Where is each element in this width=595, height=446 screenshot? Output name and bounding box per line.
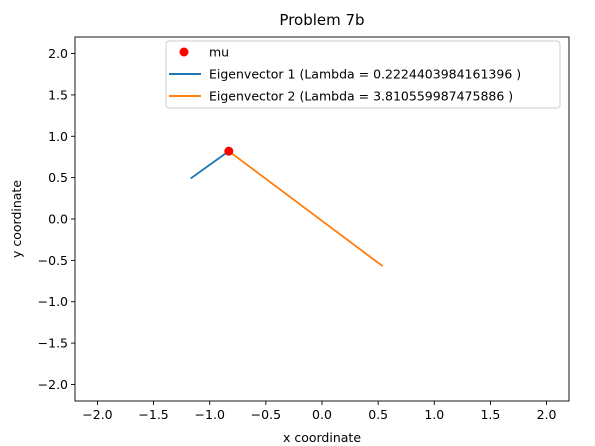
y-tick-label: −0.5 bbox=[38, 253, 68, 268]
eigenvector-1-line bbox=[190, 150, 230, 180]
series-layer bbox=[190, 150, 384, 267]
x-tick-label: −2.0 bbox=[82, 407, 112, 422]
y-tick-label: 1.0 bbox=[48, 129, 68, 144]
mu-point bbox=[224, 146, 234, 156]
mu-layer bbox=[224, 146, 234, 156]
y-tick-label: 0.0 bbox=[48, 212, 68, 227]
x-tick-label: −1.5 bbox=[138, 407, 168, 422]
x-tick-label: −0.5 bbox=[251, 407, 281, 422]
y-axis-label: y coordinate bbox=[9, 180, 24, 258]
x-tick-label: −1.0 bbox=[195, 407, 225, 422]
legend-label-mu: mu bbox=[209, 45, 229, 60]
eigenvector-2-line bbox=[228, 150, 384, 267]
x-tick-label: 1.0 bbox=[424, 407, 444, 422]
x-tick-label: 1.5 bbox=[480, 407, 500, 422]
y-tick-label: −1.0 bbox=[38, 294, 68, 309]
y-tick-label: 0.5 bbox=[48, 170, 68, 185]
legend-box bbox=[165, 40, 561, 109]
y-tick-label: 1.5 bbox=[48, 87, 68, 102]
chart-title: Problem 7b bbox=[279, 11, 364, 29]
x-tick-label: 0.5 bbox=[368, 407, 388, 422]
y-tick-label: 2.0 bbox=[48, 46, 68, 61]
x-axis-label: x coordinate bbox=[283, 430, 361, 445]
legend-label-eigenvector-2: Eigenvector 2 (Lambda = 3.81055998747588… bbox=[209, 89, 513, 104]
legend-label-eigenvector-1: Eigenvector 1 (Lambda = 0.22244039841613… bbox=[209, 67, 521, 82]
legend-mu-marker bbox=[179, 47, 189, 57]
y-tick-label: −1.5 bbox=[38, 336, 68, 351]
y-tick-label: −2.0 bbox=[38, 377, 68, 392]
y-axis-ticks: 2.0 1.5 1.0 0.5 0.0 −0.5 −1.0 −1.5 −2.0 bbox=[38, 46, 75, 392]
legend: mu Eigenvector 1 (Lambda = 0.22244039841… bbox=[165, 40, 561, 109]
x-tick-label: 2.0 bbox=[537, 407, 557, 422]
x-axis-ticks: −2.0 −1.5 −1.0 −0.5 0.0 0.5 1.0 1.5 2.0 bbox=[82, 401, 557, 422]
x-tick-label: 0.0 bbox=[312, 407, 332, 422]
